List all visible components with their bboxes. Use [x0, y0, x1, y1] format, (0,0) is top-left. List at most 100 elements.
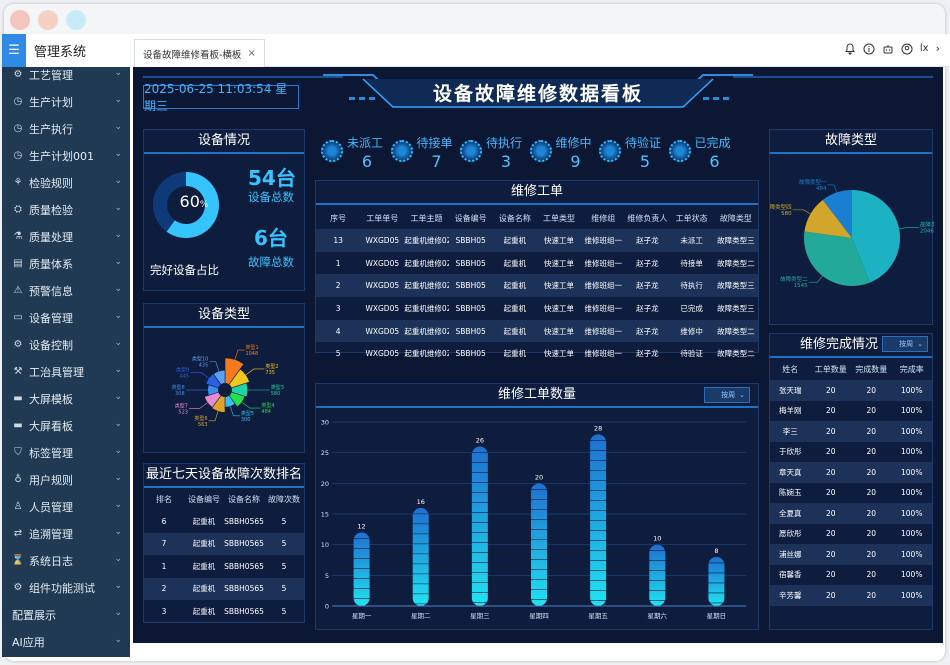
- pie-slice[interactable]: [804, 231, 870, 286]
- bar[interactable]: [531, 483, 547, 606]
- order-count-panel: 维修工单数量 按周 ⌄ 0 5 10 15 20 25 30 12 星期一 16 星期二 26 星期三 2…: [315, 383, 759, 630]
- menu-toggle-icon[interactable]: ☰: [2, 34, 26, 67]
- pie-value: 1545: [794, 283, 808, 289]
- table-row[interactable]: 辛芳馨 20 20 100%: [770, 585, 932, 606]
- sidebar-item[interactable]: 配置展示 ⌄: [2, 601, 130, 628]
- table-cell: 3: [161, 606, 167, 616]
- table-row[interactable]: 章天真 20 20 100%: [770, 462, 932, 483]
- sidebar-item[interactable]: ◷ 生产执行 ⌄: [2, 115, 130, 142]
- sidebar-item[interactable]: ⚒ 工治具管理 ⌄: [2, 358, 130, 385]
- completion-period-dropdown[interactable]: 按周 ⌄: [882, 336, 928, 352]
- table-cell: WXGD05: [365, 303, 400, 313]
- pie-slice[interactable]: [822, 190, 852, 238]
- pie-slice[interactable]: [224, 357, 245, 391]
- table-row[interactable]: 于欣彤 20 20 100%: [770, 442, 932, 463]
- sidebar-item[interactable]: ⚗ 质量处理 ⌄: [2, 223, 130, 250]
- table-cell: 20: [866, 447, 877, 457]
- info-icon[interactable]: [863, 43, 875, 55]
- table-row[interactable]: 13 WXGD05 起重机维修02 SBBH05 起重机 快速工单 维修班组一 赵子龙 未派工故…: [316, 229, 758, 252]
- table-row[interactable]: 陈婉玉 20 20 100%: [770, 483, 932, 504]
- sidebar-item-label: 工治具管理: [29, 365, 84, 379]
- status-label: 待接单: [416, 136, 453, 150]
- app-title: 管理系统: [34, 45, 87, 60]
- sidebar-item[interactable]: AI应用 ⌄: [2, 628, 130, 655]
- table-row[interactable]: 1 WXGD05 起重机维修02 SBBH05 起重机 快速工单 维修班组一 赵子龙 待接单 故障…: [316, 252, 758, 275]
- table-row[interactable]: 4 WXGD05 起重机维修02 SBBH05 起重机 快速工单 维修班组一 赵子龙 维修中 故障…: [316, 319, 758, 343]
- pie-slice[interactable]: [852, 190, 900, 283]
- sidebar-item[interactable]: ⛭ 质量检验 ⌄: [2, 196, 130, 223]
- table-row[interactable]: 1 起重机 SBBH0565 5: [144, 555, 304, 578]
- username[interactable]: lx: [919, 43, 929, 54]
- chevron-down-icon: ⌄: [114, 365, 122, 375]
- sidebar-item[interactable]: ⚙ 组件功能测试 ⌄: [2, 574, 130, 601]
- sidebar-item[interactable]: ⚙ 工艺管理 ⌄: [2, 61, 130, 88]
- tab-close-icon[interactable]: ×: [247, 48, 256, 59]
- table-cell: 全夏真: [770, 503, 811, 524]
- pie-slice[interactable]: [804, 199, 852, 238]
- header-decoration: [143, 74, 933, 108]
- table-row[interactable]: 梅羊刚 20 20 100%: [770, 401, 932, 422]
- table-cell: 20: [810, 503, 851, 524]
- sidebar-item[interactable]: ◷ 生产计划001 ⌄: [2, 142, 130, 169]
- bar[interactable]: [353, 532, 370, 606]
- pie-leader: [241, 401, 261, 409]
- table-cell: 20: [810, 462, 851, 483]
- sidebar-item[interactable]: ⚘ 检验规则 ⌄: [2, 169, 130, 196]
- sidebar-item[interactable]: ♁ 用户规则 ⌄: [2, 466, 130, 493]
- table-cell: 维修班组一: [581, 229, 626, 252]
- sidebar-item[interactable]: ♙ 人员管理 ⌄: [2, 493, 130, 520]
- sidebar-item[interactable]: ⚠ 预警信息 ⌄: [2, 277, 130, 304]
- sidebar-item[interactable]: ⛉ 标签管理 ⌄: [2, 439, 130, 466]
- bar-value-label: 28: [594, 424, 602, 432]
- bar[interactable]: [708, 556, 725, 606]
- datetime-display: 2025-06-25 11:03:54 星期三: [143, 82, 299, 113]
- bar-value-label: 26: [476, 437, 484, 445]
- expand-icon[interactable]: ›: [935, 42, 940, 55]
- sidebar-item[interactable]: ⌛ 系统日志 ⌄: [2, 547, 130, 574]
- table-row[interactable]: 全夏真 20 20 100%: [770, 503, 932, 524]
- minimize-window-dot[interactable]: [38, 10, 58, 30]
- column-header: 排名: [156, 494, 172, 504]
- period-dropdown[interactable]: 按周 ⌄: [704, 387, 750, 403]
- pie-label: 类型9: [176, 366, 189, 373]
- bar[interactable]: [412, 507, 429, 606]
- table-row[interactable]: 5 WXGD05 起重机维修02 SBBH05 起重机 快速工单 维修班组一 赵子龙 待验证 故障…: [316, 342, 758, 365]
- sidebar-item[interactable]: ⇄ 追溯管理 ⌄: [2, 520, 130, 547]
- close-window-dot[interactable]: [10, 10, 30, 30]
- pie-leader: [190, 372, 209, 379]
- bar[interactable]: [649, 544, 666, 606]
- table-cell: 快速工单: [544, 303, 575, 313]
- tab-dashboard[interactable]: 设备故障维修看板-横板 ×: [134, 39, 265, 67]
- chevron-down-icon: ⌄: [114, 500, 122, 510]
- sidebar-item-icon: ⚙: [13, 339, 23, 350]
- table-cell: 100%: [901, 406, 923, 416]
- table-row[interactable]: 3 起重机 SBBH0565 5: [144, 600, 304, 623]
- sidebar-item[interactable]: ▬ 大屏模板 ⌄: [2, 385, 130, 412]
- sidebar-item[interactable]: ◷ 生产计划 ⌄: [2, 88, 130, 115]
- table-row[interactable]: 宿馨香 20 20 100%: [770, 565, 932, 586]
- table-row[interactable]: 李三 20 20 100%: [770, 421, 932, 442]
- bell-icon[interactable]: [844, 42, 856, 55]
- pie-value: 1048: [245, 351, 258, 357]
- table-cell: 故障类型二: [717, 349, 755, 359]
- table-row[interactable]: 3 WXGD05 起重机维修02 SBBH05 起重机 快速工单 维修班组一 赵子龙 已完成 故障…: [316, 297, 758, 320]
- sidebar-item-label: 追溯管理: [29, 527, 73, 541]
- user-icon[interactable]: [901, 43, 913, 55]
- table-cell: 愿欣彤: [779, 529, 802, 539]
- table-row[interactable]: 6 起重机 SBBH0565 5: [144, 510, 304, 533]
- table-row[interactable]: 愿欣彤 20 20 100%: [770, 524, 932, 545]
- sidebar-item[interactable]: ⚙ 设备控制 ⌄: [2, 331, 130, 358]
- table-row[interactable]: 张天瑞 20 20 100%: [770, 380, 932, 401]
- table-row[interactable]: 7 起重机 SBBH0565 5: [144, 532, 304, 555]
- robot-icon[interactable]: [882, 43, 894, 55]
- sidebar-item[interactable]: ▬ 大屏看板 ⌄: [2, 412, 130, 439]
- sidebar-item[interactable]: ▤ 质量体系 ⌄: [2, 250, 130, 277]
- table-row[interactable]: 浦丝娜 20 20 100%: [770, 544, 932, 565]
- bar[interactable]: [471, 446, 488, 606]
- table-row[interactable]: 2 起重机 SBBH0565 5: [144, 577, 304, 600]
- chevron-down-icon: ⌄: [114, 176, 122, 186]
- maximize-window-dot[interactable]: [66, 10, 86, 30]
- table-row[interactable]: 2 WXGD05 起重机维修02 SBBH05 起重机 快速工单 维修班组一 赵子龙 待执行 故障…: [316, 274, 758, 298]
- sidebar-item[interactable]: ▭ 设备管理 ⌄: [2, 304, 130, 331]
